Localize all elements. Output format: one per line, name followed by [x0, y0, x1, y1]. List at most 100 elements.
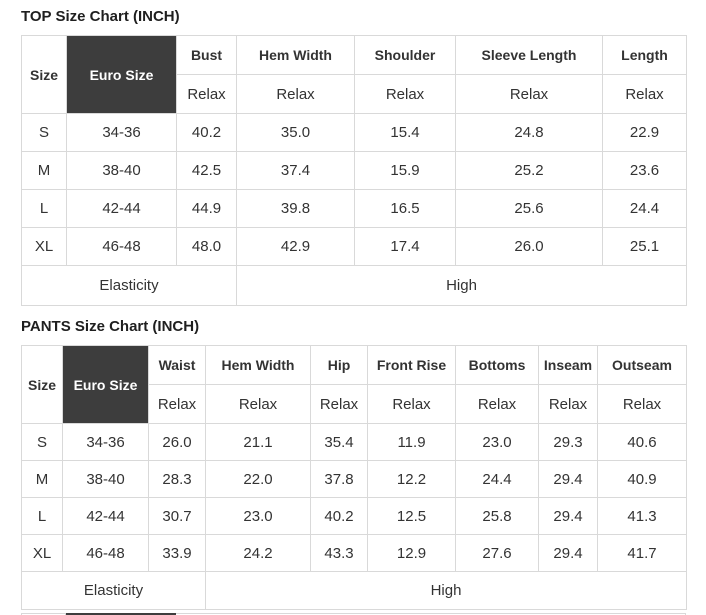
measurement-cell: 12.9	[367, 534, 456, 572]
header-size: Size	[21, 35, 67, 114]
measurement-cell: 17.4	[354, 227, 456, 266]
measurement-cell: 43.3	[310, 534, 368, 572]
header-size: Size	[21, 345, 63, 424]
header-sleeve-length: Sleeve Length	[455, 35, 603, 75]
pants-fit-row: Relax Relax Relax Relax Relax Relax Rela…	[22, 384, 687, 424]
measurement-cell: 16.5	[354, 189, 456, 228]
header-bust: Bust	[176, 35, 237, 75]
size-cell: S	[21, 423, 63, 461]
header-shoulder: Shoulder	[354, 35, 456, 75]
measurement-cell: 27.6	[455, 534, 539, 572]
measurement-cell: 25.1	[602, 227, 687, 266]
measurement-cell: 29.4	[538, 497, 598, 535]
top-size-table: Size Euro Size Bust Hem Width Shoulder S…	[21, 35, 687, 306]
table-row: L 42-44 30.7 23.0 40.2 12.5 25.8 29.4 41…	[21, 497, 687, 535]
elasticity-value: High	[236, 265, 687, 306]
fit-type-cell: Relax	[310, 384, 368, 424]
measurement-cell: 23.0	[455, 423, 539, 461]
header-hip: Hip	[310, 345, 368, 385]
measurement-cell: 21.1	[205, 423, 311, 461]
fit-type-cell: Relax	[148, 384, 206, 424]
euro-size-cell: 38-40	[62, 460, 149, 498]
measurement-cell: 42.9	[236, 227, 355, 266]
euro-size-cell: 46-48	[66, 227, 177, 266]
measurement-cell: 30.7	[148, 497, 206, 535]
measurement-cell: 12.5	[367, 497, 456, 535]
measurement-cell: 28.3	[148, 460, 206, 498]
fit-type-cell: Relax	[354, 74, 456, 114]
measurement-cell: 24.4	[455, 460, 539, 498]
header-hem-width: Hem Width	[205, 345, 311, 385]
measurement-cell: 23.6	[602, 151, 687, 190]
measurement-cell: 40.2	[310, 497, 368, 535]
pants-chart-title: PANTS Size Chart (INCH)	[21, 318, 200, 335]
size-cell: L	[21, 189, 67, 228]
measurement-cell: 35.4	[310, 423, 368, 461]
size-cell: M	[21, 460, 63, 498]
measurement-cell: 24.2	[205, 534, 311, 572]
measurement-cell: 22.9	[602, 113, 687, 152]
header-outseam: Outseam	[597, 345, 687, 385]
euro-size-cell: 46-48	[62, 534, 149, 572]
measurement-cell: 29.4	[538, 534, 598, 572]
partial-header-cells	[176, 613, 686, 615]
measurement-cell: 29.4	[538, 460, 598, 498]
measurement-cell: 33.9	[148, 534, 206, 572]
measurement-cell: 25.8	[455, 497, 539, 535]
partial-euro-size-cell	[66, 613, 176, 615]
measurement-cell: 26.0	[148, 423, 206, 461]
measurement-cell: 25.6	[455, 189, 603, 228]
elasticity-label: Elasticity	[21, 571, 206, 610]
measurement-cell: 40.9	[597, 460, 687, 498]
fit-type-cell: Relax	[455, 384, 539, 424]
measurement-cell: 35.0	[236, 113, 355, 152]
fit-type-cell: Relax	[602, 74, 687, 114]
elasticity-value: High	[205, 571, 687, 610]
measurement-cell: 48.0	[176, 227, 237, 266]
partial-next-table	[21, 613, 686, 615]
table-row: M 38-40 28.3 22.0 37.8 12.2 24.4 29.4 40…	[21, 460, 687, 498]
table-row: S 34-36 26.0 21.1 35.4 11.9 23.0 29.3 40…	[21, 423, 687, 461]
fit-type-cell: Relax	[176, 74, 237, 114]
measurement-cell: 41.7	[597, 534, 687, 572]
header-hem-width: Hem Width	[236, 35, 355, 75]
euro-size-cell: 34-36	[62, 423, 149, 461]
table-footer-row: Elasticity High	[21, 265, 687, 306]
measurement-cell: 25.2	[455, 151, 603, 190]
euro-size-cell: 38-40	[66, 151, 177, 190]
header-euro-size: Euro Size	[62, 345, 149, 424]
measurement-cell: 41.3	[597, 497, 687, 535]
fit-type-cell: Relax	[367, 384, 456, 424]
table-row: L 42-44 44.9 39.8 16.5 25.6 24.4	[21, 189, 687, 228]
table-footer-row: Elasticity High	[21, 571, 687, 610]
measurement-cell: 42.5	[176, 151, 237, 190]
fit-type-cell: Relax	[205, 384, 311, 424]
fit-type-cell: Relax	[455, 74, 603, 114]
table-row: M 38-40 42.5 37.4 15.9 25.2 23.6	[21, 151, 687, 190]
measurement-cell: 22.0	[205, 460, 311, 498]
header-length: Length	[602, 35, 687, 75]
table-row: S 34-36 40.2 35.0 15.4 24.8 22.9	[21, 113, 687, 152]
measurement-cell: 40.2	[176, 113, 237, 152]
size-cell: S	[21, 113, 67, 152]
euro-size-cell: 34-36	[66, 113, 177, 152]
euro-size-cell: 42-44	[66, 189, 177, 228]
size-cell: L	[21, 497, 63, 535]
table-row: XL 46-48 33.9 24.2 43.3 12.9 27.6 29.4 4…	[21, 534, 687, 572]
top-header-row: Size Euro Size Bust Hem Width Shoulder S…	[21, 35, 687, 114]
measurement-cell: 12.2	[367, 460, 456, 498]
measurement-cell: 40.6	[597, 423, 687, 461]
top-fit-row: Relax Relax Relax Relax Relax	[22, 74, 687, 114]
fit-type-cell: Relax	[236, 74, 355, 114]
header-bottoms: Bottoms	[455, 345, 539, 385]
measurement-cell: 23.0	[205, 497, 311, 535]
measurement-cell: 26.0	[455, 227, 603, 266]
header-front-rise: Front Rise	[367, 345, 456, 385]
size-cell: XL	[21, 227, 67, 266]
header-euro-size: Euro Size	[66, 35, 177, 114]
pants-header-row: Size Euro Size Waist Hem Width Hip Front…	[21, 345, 687, 424]
fit-type-cell: Relax	[597, 384, 687, 424]
measurement-cell: 39.8	[236, 189, 355, 228]
measurement-cell: 15.4	[354, 113, 456, 152]
